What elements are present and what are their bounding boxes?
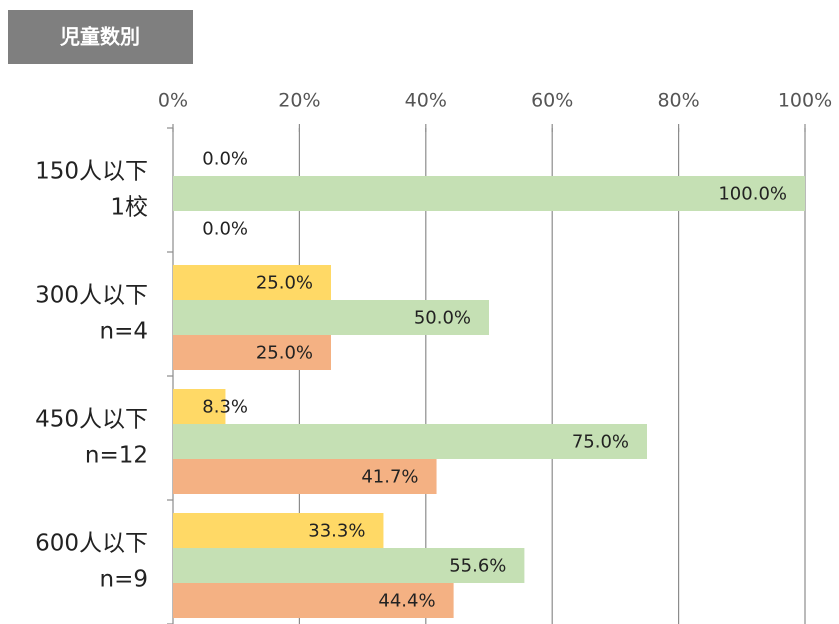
y-tick-label: 300人以下 [35,283,148,309]
value-label: 25.0% [256,273,313,294]
bar [173,583,454,618]
x-tick-label: 100% [778,90,832,112]
value-label: 44.4% [378,591,435,612]
y-tick-label: n=4 [100,319,148,345]
value-label: 50.0% [414,308,471,329]
bar [173,176,805,211]
bar [173,335,331,370]
x-tick-label: 80% [657,90,699,112]
y-tick-label: 600人以下 [35,531,148,557]
bar [173,513,384,548]
chart-title: 児童数別 [59,25,140,49]
y-tick-label: 450人以下 [35,407,148,433]
value-label: 0.0% [202,219,248,240]
y-tick-label: n=9 [100,567,148,593]
bar [173,389,226,424]
y-tick-label: 1校 [110,195,148,221]
bar [173,300,489,335]
x-tick-label: 60% [531,90,573,112]
value-label: 33.3% [308,521,365,542]
value-label: 41.7% [361,467,418,488]
bar [173,548,525,583]
x-tick-label: 40% [405,90,447,112]
value-label: 8.3% [202,397,248,418]
x-tick-label: 0% [158,90,188,112]
value-label: 25.0% [256,343,313,364]
bar [173,424,647,459]
value-label: 75.0% [572,432,629,453]
value-label: 0.0% [202,149,248,170]
y-tick-label: 150人以下 [35,159,148,185]
value-label: 100.0% [718,184,787,205]
title-box [8,10,193,64]
bar [173,265,331,300]
x-tick-label: 20% [278,90,320,112]
y-tick-label: n=12 [85,443,148,469]
value-label: 55.6% [449,556,506,577]
bar [173,459,437,494]
